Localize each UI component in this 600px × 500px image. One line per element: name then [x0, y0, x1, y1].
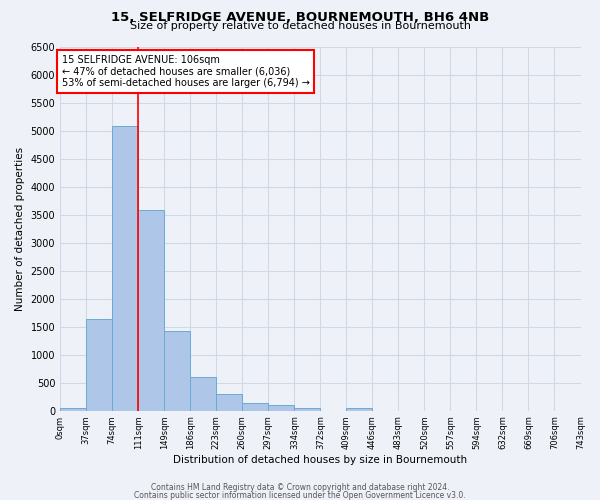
Bar	[138, 210, 164, 410]
Bar	[346, 408, 373, 410]
Bar	[216, 394, 242, 410]
Text: 15 SELFRIDGE AVENUE: 106sqm
← 47% of detached houses are smaller (6,036)
53% of : 15 SELFRIDGE AVENUE: 106sqm ← 47% of det…	[62, 55, 310, 88]
Bar	[164, 331, 190, 410]
Text: Contains public sector information licensed under the Open Government Licence v3: Contains public sector information licen…	[134, 491, 466, 500]
Bar	[268, 405, 295, 410]
X-axis label: Distribution of detached houses by size in Bournemouth: Distribution of detached houses by size …	[173, 455, 467, 465]
Text: Contains HM Land Registry data © Crown copyright and database right 2024.: Contains HM Land Registry data © Crown c…	[151, 484, 449, 492]
Bar	[242, 403, 268, 410]
Y-axis label: Number of detached properties: Number of detached properties	[15, 146, 25, 310]
Text: Size of property relative to detached houses in Bournemouth: Size of property relative to detached ho…	[130, 21, 470, 31]
Bar	[86, 320, 112, 410]
Bar	[190, 376, 216, 410]
Bar	[295, 408, 320, 410]
Text: 15, SELFRIDGE AVENUE, BOURNEMOUTH, BH6 4NB: 15, SELFRIDGE AVENUE, BOURNEMOUTH, BH6 4…	[111, 11, 489, 24]
Bar	[112, 126, 138, 410]
Bar	[60, 408, 86, 410]
